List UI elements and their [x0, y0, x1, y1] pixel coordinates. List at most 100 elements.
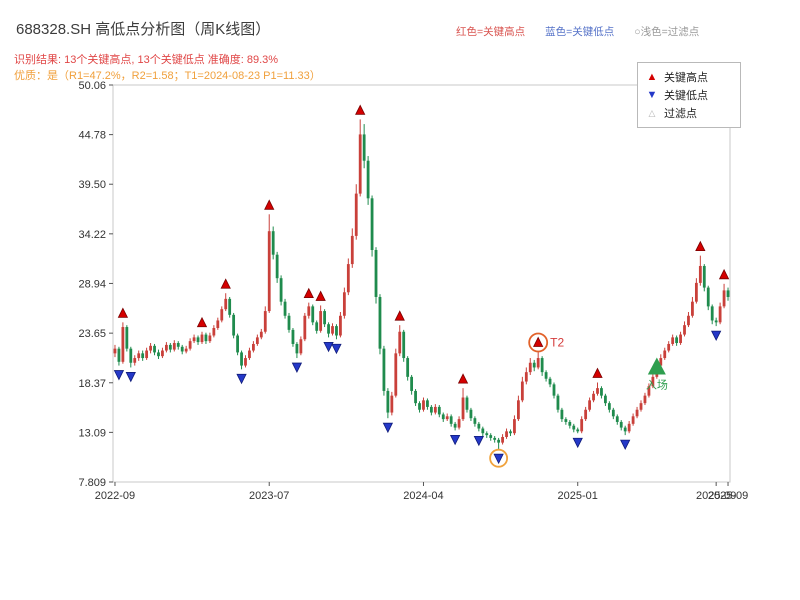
candle-body: [702, 265, 706, 288]
candle-body: [240, 352, 243, 366]
candle-body: [137, 353, 141, 359]
candle-body: [279, 278, 283, 302]
candle-body: [513, 419, 516, 434]
key-low-marker: [382, 422, 394, 434]
candle-body: [184, 348, 188, 352]
candle-body: [437, 406, 441, 415]
key-low-marker: [620, 439, 631, 450]
candle-body: [675, 337, 679, 344]
candle-body: [248, 350, 251, 359]
candle-body: [556, 395, 560, 410]
candle-body: [615, 416, 619, 422]
candle-body: [311, 306, 315, 323]
candle-body: [287, 315, 291, 330]
key-low-marker: [493, 453, 504, 465]
candle-body: [402, 331, 406, 359]
candle-body: [216, 320, 220, 328]
candle-body: [319, 311, 323, 331]
candle-body: [386, 390, 390, 413]
candle-body: [192, 337, 196, 342]
candle-body: [572, 425, 576, 430]
candle-body: [453, 423, 457, 428]
candle-body: [671, 337, 675, 344]
candle-body: [113, 348, 117, 354]
candle-body: [722, 290, 726, 307]
key-high-marker: [718, 268, 730, 280]
quality-text: 优质：是（R1=47.2%，R2=1.58；T1=2024-08-23 P1=1…: [14, 70, 321, 82]
candle-body: [540, 358, 544, 373]
candle-body: [208, 335, 212, 342]
candle-body: [584, 409, 588, 420]
key-high-marker: [695, 240, 706, 252]
candle-body: [232, 314, 236, 336]
candle-body: [200, 334, 204, 343]
candle-body: [259, 331, 263, 338]
candle-body: [315, 322, 319, 331]
candle-body: [687, 315, 690, 326]
candle-body: [714, 320, 718, 323]
candle-body: [398, 331, 402, 354]
candle-body: [477, 423, 481, 429]
candle-body: [691, 301, 694, 316]
candle-body: [639, 403, 643, 410]
t1-circle: [489, 448, 509, 468]
candle-body: [473, 418, 477, 424]
candle-body: [133, 358, 137, 363]
candle-body: [291, 329, 295, 344]
candle-body: [457, 419, 461, 428]
candle-body: [414, 390, 417, 404]
candle-body: [635, 409, 639, 417]
top-legend-key-high-label: 红色=关键高点: [456, 26, 526, 38]
candle-body: [244, 358, 247, 366]
candle-body: [651, 376, 655, 387]
candle-body: [168, 344, 172, 350]
candle-body: [406, 358, 410, 377]
page-title: 688328.SH 高低点分析图（周K线图）: [16, 21, 271, 38]
candle-body: [204, 334, 208, 342]
candle-body: [544, 372, 548, 379]
candle-body: [164, 344, 168, 351]
candle-body: [683, 325, 686, 335]
t2-label: T2: [550, 335, 564, 349]
legend-filtered-label: 过滤点: [664, 108, 697, 120]
top-legend: 红色=关键高点 蓝色=关键低点 ○浅色=过滤点: [456, 24, 699, 39]
candle-body: [228, 298, 232, 315]
candle-body: [125, 327, 129, 349]
candle-body: [552, 384, 556, 396]
candle-body: [358, 134, 362, 194]
candle-body: [410, 376, 414, 391]
x-tick-label: 2025-09: [696, 490, 736, 502]
key-low-triangle-icon: ▼: [646, 88, 658, 101]
candle-body: [129, 348, 133, 363]
candle-body: [489, 435, 493, 438]
candle-body: [441, 414, 445, 420]
candle-body: [327, 324, 330, 334]
top-legend-key-low-label: 蓝色=关键低点: [545, 26, 615, 38]
candle-body: [366, 160, 370, 199]
candle-body: [295, 343, 299, 354]
candle-body: [568, 421, 572, 426]
legend-row-key-low: ▼ 关键低点: [646, 86, 732, 104]
candle-body: [220, 309, 224, 321]
candle-body: [481, 428, 485, 434]
t2-circle: [528, 332, 549, 353]
x-tick-label: 2023-07: [249, 490, 289, 502]
key-high-marker: [457, 373, 469, 384]
candle-body: [161, 350, 164, 357]
key-high-marker: [355, 104, 366, 115]
candle-body: [524, 372, 528, 382]
candle-body: [252, 343, 255, 351]
key-high-marker: [220, 278, 231, 289]
candle-body: [718, 306, 722, 323]
candle-body: [449, 416, 453, 424]
candle-body: [418, 403, 421, 410]
candle-body: [176, 343, 180, 347]
candle-body: [647, 386, 651, 396]
candle-body: [532, 362, 536, 368]
candle-body: [667, 343, 671, 351]
candle-body: [267, 231, 271, 312]
candle-body: [172, 343, 176, 350]
candle-body: [350, 235, 354, 265]
